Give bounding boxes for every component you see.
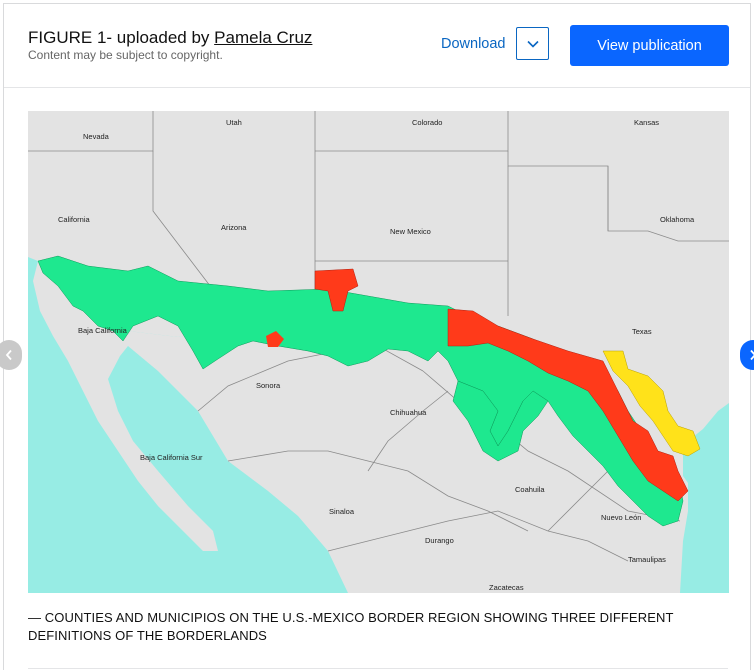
- border-region-map: Nevada Utah Colorado Kansas California A…: [28, 111, 729, 593]
- next-figure-button[interactable]: [740, 340, 754, 370]
- chevron-right-icon: [750, 349, 754, 361]
- label-sinaloa: Sinaloa: [329, 507, 355, 516]
- figure-label: FIGURE 1- uploaded by: [28, 28, 215, 47]
- uploader-link[interactable]: Pamela Cruz: [214, 28, 313, 47]
- label-texas: Texas: [632, 327, 652, 336]
- label-zacatecas: Zacatecas: [489, 583, 524, 592]
- copyright-notice: Content may be subject to copyright.: [28, 48, 223, 62]
- label-nevada: Nevada: [83, 132, 110, 141]
- label-utah: Utah: [226, 118, 242, 127]
- label-california: California: [58, 215, 91, 224]
- label-durango: Durango: [425, 536, 454, 545]
- chevron-left-icon: [5, 349, 12, 361]
- label-sonora: Sonora: [256, 381, 281, 390]
- label-baja-california-sur: Baja California Sur: [140, 453, 203, 462]
- label-tamaulipas: Tamaulipas: [628, 555, 666, 564]
- region-yellow: [602, 350, 701, 457]
- label-coahuila: Coahuila: [515, 485, 545, 494]
- region-red-east: [447, 308, 689, 502]
- label-new-mexico: New Mexico: [390, 227, 431, 236]
- label-kansas: Kansas: [634, 118, 659, 127]
- previous-figure-button[interactable]: [0, 340, 22, 370]
- figure-caption: — COUNTIES AND MUNICIPIOS ON THE U.S.-ME…: [28, 610, 674, 643]
- region-red: [314, 268, 359, 312]
- label-arizona: Arizona: [221, 223, 247, 232]
- figure-header: FIGURE 1- uploaded by Pamela Cruz Conten…: [4, 4, 750, 88]
- divider: [28, 668, 728, 669]
- download-button[interactable]: Download: [441, 36, 506, 52]
- figure-title: FIGURE 1- uploaded by Pamela Cruz: [28, 28, 312, 48]
- label-colorado: Colorado: [412, 118, 442, 127]
- label-chihuahua: Chihuahua: [390, 408, 427, 417]
- region-green-lobe: [452, 380, 549, 462]
- download-options-button[interactable]: [516, 27, 549, 60]
- state-boundaries: [28, 111, 729, 562]
- label-oklahoma: Oklahoma: [660, 215, 695, 224]
- view-publication-button[interactable]: View publication: [570, 25, 729, 66]
- baja-peninsula: [33, 261, 218, 551]
- map-labels: Nevada Utah Colorado Kansas California A…: [58, 118, 695, 592]
- figure-card: FIGURE 1- uploaded by Pamela Cruz Conten…: [0, 3, 754, 670]
- region-red-spot: [266, 331, 284, 347]
- chevron-down-icon: [526, 40, 539, 48]
- label-nuevo-leon: Nuevo León: [601, 513, 641, 522]
- label-baja-california: Baja California: [78, 326, 128, 335]
